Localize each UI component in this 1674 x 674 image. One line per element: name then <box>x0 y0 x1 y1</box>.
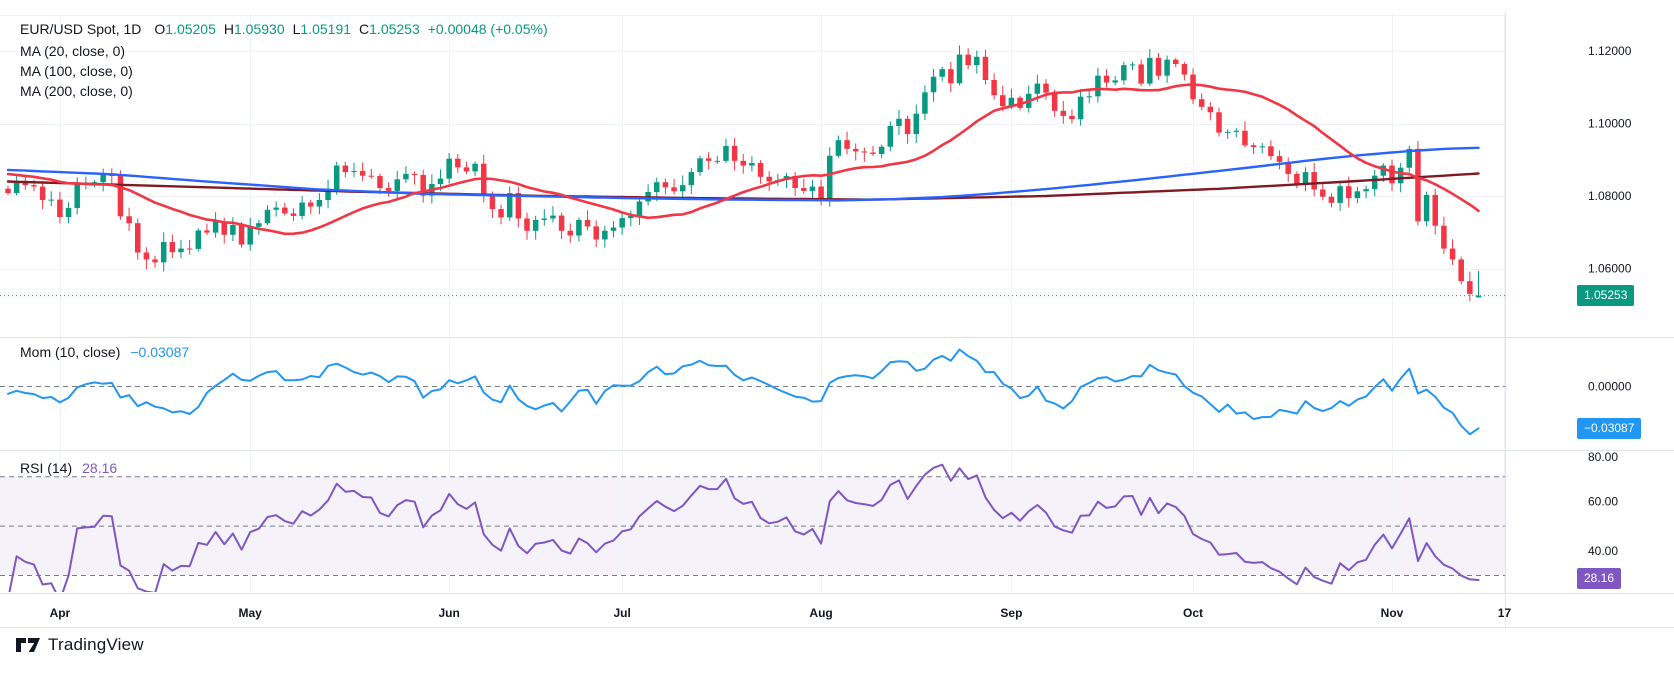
price-axis-label: 1.06000 <box>1588 262 1632 276</box>
rsi-value-badge: 28.16 <box>1577 568 1622 589</box>
rsi-axis-label: 40.00 <box>1588 544 1618 558</box>
symbol-title[interactable]: EUR/USD Spot, 1D <box>20 21 142 37</box>
tradingview-logo-icon <box>16 638 40 652</box>
ma200-legend[interactable]: MA (200, close, 0) <box>20 83 133 99</box>
ma20-legend[interactable]: MA (20, close, 0) <box>20 43 126 59</box>
price-axis-label: 1.08000 <box>1588 189 1632 203</box>
ohlc-open: O1.05205 <box>154 21 216 37</box>
time-axis-label: Aug <box>809 606 832 620</box>
momentum-value-badge: −0.03087 <box>1577 418 1642 439</box>
time-axis-label: Jun <box>438 606 459 620</box>
change-value: +0.00048 (+0.05%) <box>427 21 548 37</box>
price-axis-label: 1.12000 <box>1588 44 1632 58</box>
time-axis-label: Apr <box>50 606 71 620</box>
ohlc-low: L1.05191 <box>292 21 352 37</box>
pane-separators <box>0 13 1674 628</box>
tradingview-brand-text[interactable]: TradingView <box>48 635 144 654</box>
time-axis-label: Nov <box>1381 606 1404 620</box>
time-axis-label: 17 <box>1498 606 1512 620</box>
price-axis-label: 1.10000 <box>1588 117 1632 131</box>
axis-labels: 1.12000 1.10000 1.08000 1.06000 0.00000 80.00… <box>50 44 1632 620</box>
rsi-legend-value: 28.16 <box>82 460 118 476</box>
rsi-axis-label: 60.00 <box>1588 494 1618 508</box>
time-axis-label: Sep <box>1000 606 1022 620</box>
time-axis-label: Jul <box>613 606 630 620</box>
dashed-levels <box>0 386 1505 576</box>
momentum-legend-value: −0.03087 <box>130 344 190 360</box>
symbol-legend[interactable]: EUR/USD Spot, 1D O1.05205 H1.05930 L1.05… <box>20 21 548 37</box>
tradingview-attribution[interactable]: TradingView <box>15 635 144 655</box>
rsi-line <box>8 463 1480 592</box>
momentum-axis-label: 0.00000 <box>1588 380 1632 394</box>
momentum-legend[interactable]: Mom (10, close) −0.03087 <box>20 344 189 360</box>
time-axis-label: May <box>239 606 263 620</box>
rsi-axis-label: 80.00 <box>1588 450 1618 464</box>
ma100-legend[interactable]: MA (100, close, 0) <box>20 63 133 79</box>
ohlc-close: C1.05253 <box>359 21 420 37</box>
candlesticks <box>5 45 1482 302</box>
momentum-legend-label[interactable]: Mom (10, close) <box>20 344 121 360</box>
ohlc-high: H1.05930 <box>223 21 285 37</box>
time-axis-label: Oct <box>1183 606 1203 620</box>
rsi-legend-label[interactable]: RSI (14) <box>20 460 73 476</box>
momentum-line <box>7 348 1480 436</box>
rsi-legend[interactable]: RSI (14) 28.16 <box>20 460 117 476</box>
last-price-badge: 1.05253 <box>1577 285 1635 306</box>
moving-averages <box>6 83 1480 236</box>
